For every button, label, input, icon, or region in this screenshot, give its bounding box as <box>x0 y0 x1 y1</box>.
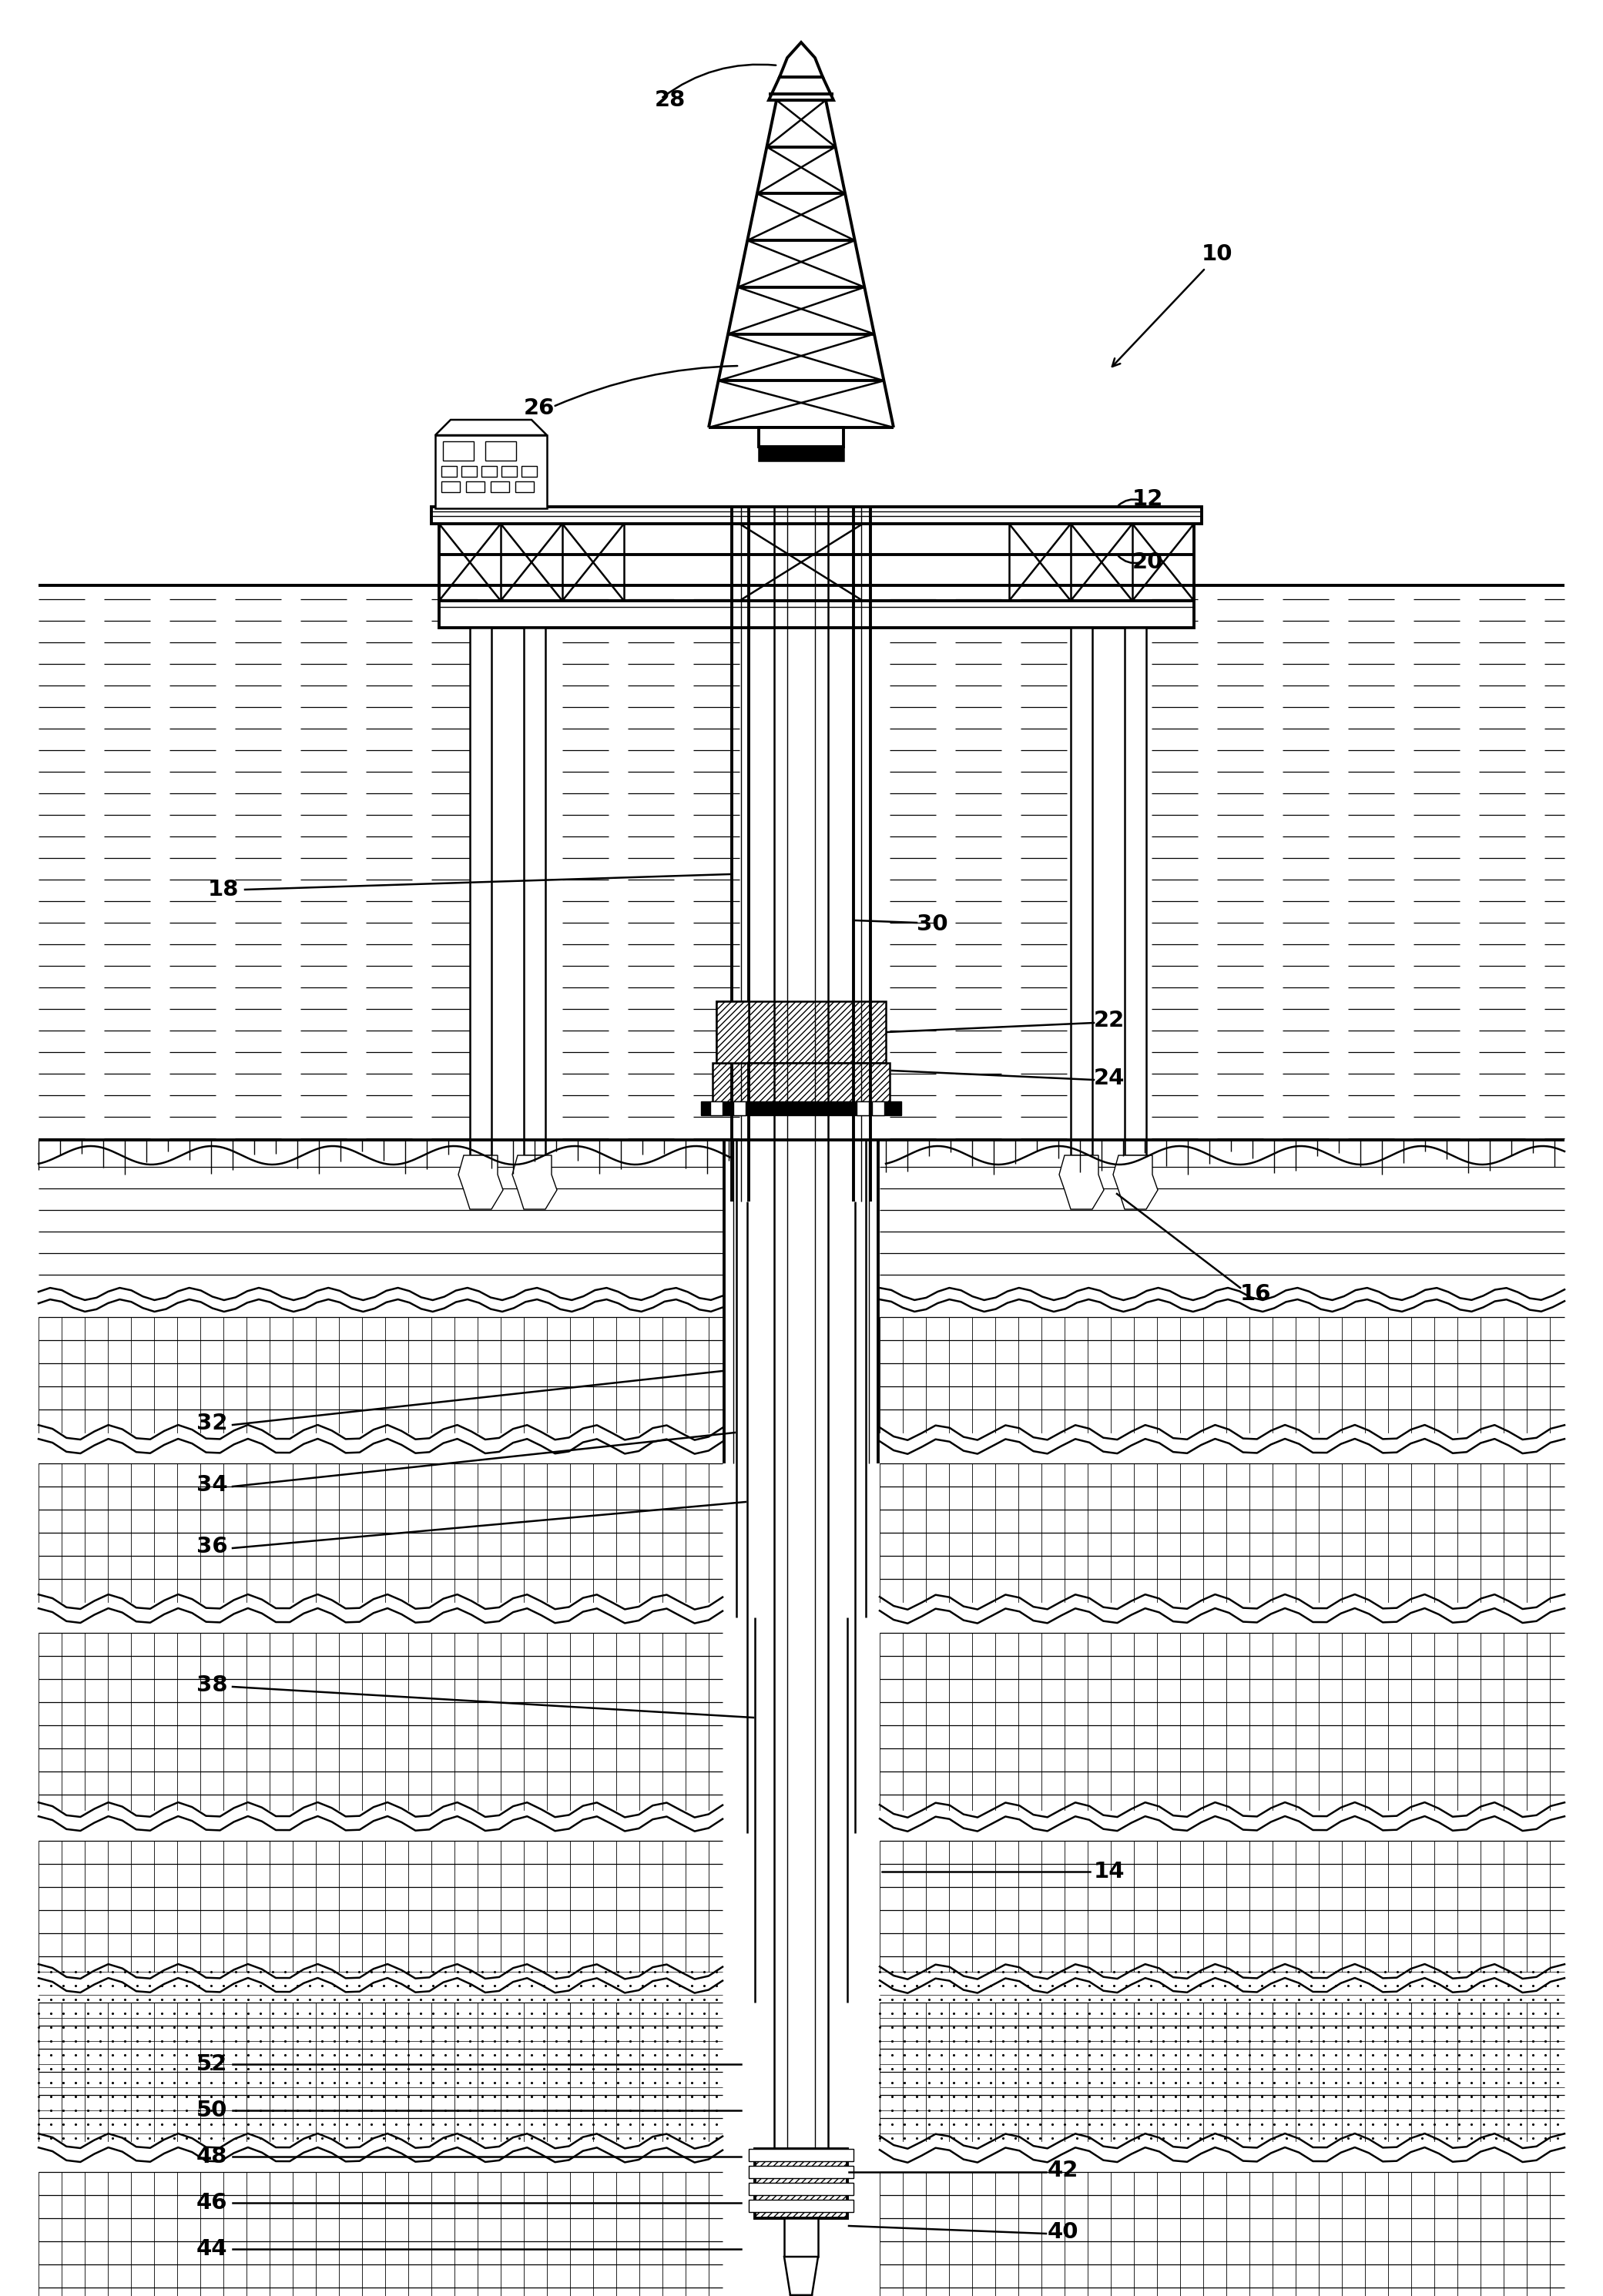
Text: 32: 32 <box>196 1412 228 1435</box>
Bar <box>755 2149 848 2218</box>
Text: 28: 28 <box>654 90 686 110</box>
Bar <box>749 2165 853 2179</box>
Bar <box>431 507 1202 523</box>
Bar <box>486 441 516 461</box>
Bar <box>439 602 1194 627</box>
Text: 52: 52 <box>196 2053 228 2076</box>
Bar <box>749 2149 853 2161</box>
Bar <box>1071 627 1092 1155</box>
Text: 18: 18 <box>208 879 239 900</box>
Bar <box>470 627 492 1155</box>
Bar <box>749 2200 853 2211</box>
Bar <box>701 1102 901 1116</box>
Text: 42: 42 <box>1047 2161 1079 2181</box>
Text: 30: 30 <box>917 914 947 934</box>
Bar <box>717 1001 749 1063</box>
Bar <box>442 441 474 461</box>
Text: 22: 22 <box>1093 1010 1125 1031</box>
Bar <box>466 482 484 491</box>
Bar <box>491 482 510 491</box>
Text: 40: 40 <box>1047 2220 1079 2243</box>
Bar <box>515 482 534 491</box>
Bar <box>733 1102 745 1116</box>
Text: 44: 44 <box>196 2239 228 2259</box>
Polygon shape <box>784 2257 818 2296</box>
Bar <box>717 1001 886 1063</box>
Text: 10: 10 <box>1202 243 1233 264</box>
Bar <box>758 427 843 448</box>
Text: 36: 36 <box>196 1536 228 1557</box>
Bar <box>502 466 516 478</box>
Text: 46: 46 <box>196 2193 228 2213</box>
Bar <box>856 1102 869 1116</box>
Text: 24: 24 <box>1093 1068 1125 1088</box>
Polygon shape <box>779 41 822 78</box>
Text: 26: 26 <box>524 397 555 418</box>
Bar <box>441 466 457 478</box>
Bar <box>1125 627 1146 1155</box>
Text: 48: 48 <box>196 2147 228 2167</box>
Text: 16: 16 <box>1241 1283 1271 1304</box>
Text: 34: 34 <box>196 1474 228 1495</box>
Bar <box>712 1063 890 1104</box>
Text: 50: 50 <box>196 2099 228 2122</box>
Bar <box>524 627 545 1155</box>
Polygon shape <box>769 78 834 101</box>
Bar <box>758 448 843 461</box>
Text: 20: 20 <box>1132 551 1164 574</box>
Bar <box>436 436 547 507</box>
Polygon shape <box>1060 1155 1104 1210</box>
Bar <box>521 466 537 478</box>
Polygon shape <box>458 1155 503 1210</box>
Text: 14: 14 <box>1093 1860 1125 1883</box>
Bar <box>749 2183 853 2195</box>
Bar <box>481 466 497 478</box>
Bar <box>462 466 476 478</box>
Text: 38: 38 <box>196 1674 228 1697</box>
Bar <box>872 1102 885 1116</box>
Bar <box>441 482 460 491</box>
Polygon shape <box>436 420 547 436</box>
Bar <box>784 2218 818 2257</box>
Polygon shape <box>1112 1155 1157 1210</box>
Text: 12: 12 <box>1132 489 1164 510</box>
Polygon shape <box>513 1155 556 1210</box>
Bar <box>710 1102 723 1116</box>
